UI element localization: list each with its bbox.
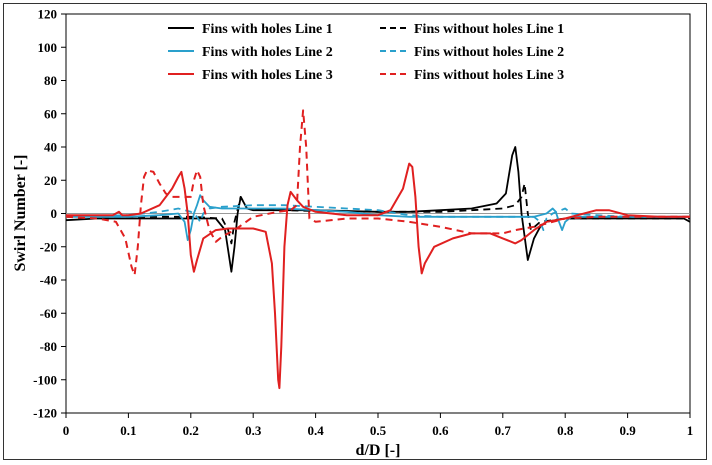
- legend-label-4: Fins without holes Line 2: [414, 45, 564, 60]
- y-tick-label: -40: [40, 273, 57, 288]
- y-axis-title: Swirl Number [-]: [12, 154, 29, 271]
- y-tick-label: 40: [44, 140, 57, 155]
- x-tick-label: 0.9: [619, 423, 636, 438]
- y-tick-label: 0: [51, 206, 58, 221]
- x-tick-label: 0.5: [370, 423, 387, 438]
- x-tick-label: 1: [687, 423, 694, 438]
- legend-label-5: Fins with holes Line 3: [202, 68, 333, 83]
- x-tick-label: 0.6: [432, 423, 449, 438]
- y-tick-label: 80: [44, 73, 57, 88]
- legend: Fins with holes Line 1 Fins without holes…: [168, 22, 564, 83]
- x-tick-label: 0.1: [120, 423, 136, 438]
- y-axis-ticks: 120 100 80 60 40 20 0 -20 -40 -60 -80 -100 -120: [33, 7, 66, 421]
- x-tick-label: 0.7: [495, 423, 512, 438]
- series-line-5: [66, 162, 690, 390]
- x-axis-title: d/D [-]: [356, 442, 401, 459]
- legend-label-3: Fins with holes Line 2: [202, 45, 333, 60]
- y-tick-label: 20: [44, 173, 57, 188]
- y-tick-label: -20: [40, 239, 57, 254]
- y-tick-label: -100: [33, 372, 57, 387]
- series-line-6: [65, 109, 690, 276]
- y-tick-label: 120: [38, 7, 58, 22]
- y-tick-label: -60: [40, 306, 57, 321]
- series-lines: [65, 109, 691, 390]
- y-tick-label: 60: [44, 106, 57, 121]
- x-tick-label: 0.4: [307, 423, 324, 438]
- x-tick-label: 0.2: [183, 423, 199, 438]
- legend-label-2: Fins without holes Line 1: [414, 22, 564, 37]
- x-axis-ticks: 0 0.1 0.2 0.3 0.4 0.5 0.6 0.7 0.8 0.9 1: [63, 413, 694, 438]
- y-tick-label: 100: [38, 40, 58, 55]
- x-tick-label: 0.3: [245, 423, 262, 438]
- legend-label-1: Fins with holes Line 1: [202, 22, 333, 37]
- x-tick-label: 0: [63, 423, 70, 438]
- legend-label-6: Fins without holes Line 3: [414, 68, 564, 83]
- y-tick-label: -120: [33, 406, 57, 421]
- y-tick-label: -80: [40, 339, 57, 354]
- x-tick-label: 0.8: [557, 423, 574, 438]
